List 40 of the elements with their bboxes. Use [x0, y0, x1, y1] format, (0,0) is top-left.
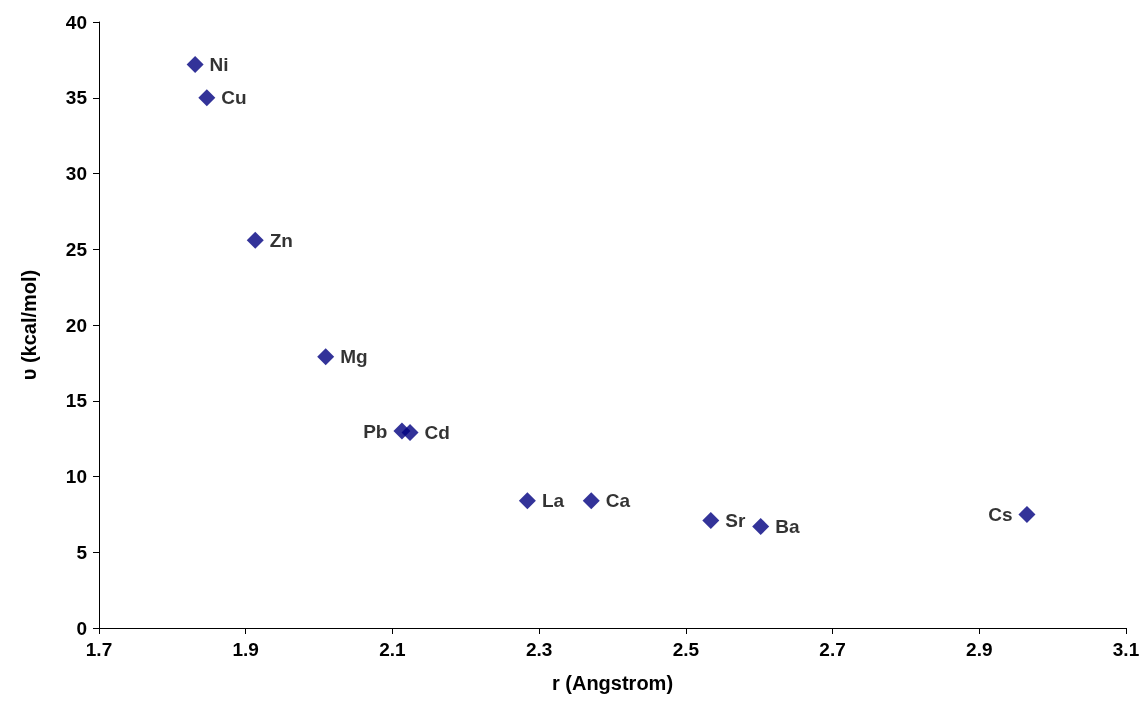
point — [582, 492, 600, 510]
y-tick-label: 15 — [65, 390, 88, 412]
y-tick-label: 35 — [65, 87, 88, 109]
point — [186, 55, 204, 73]
point — [518, 492, 536, 510]
data-label: Pb — [363, 420, 388, 442]
y-tick-label: 30 — [65, 163, 87, 184]
y-tick-label: 20 — [65, 314, 87, 336]
y-tick-label: 5 — [76, 541, 88, 563]
y-tick-label: 10 — [65, 466, 87, 487]
x-axis-title: r (Angstrom) — [551, 672, 674, 694]
data-label: Cs — [988, 503, 1013, 525]
x-tick-label: 2.5 — [672, 639, 700, 660]
x-tick-label: 1.9 — [232, 639, 259, 660]
point — [1018, 505, 1036, 523]
x-tick-label: 2.7 — [819, 639, 846, 660]
data-label: Cu — [221, 87, 247, 109]
point — [752, 517, 770, 535]
y-tick-label: 40 — [65, 11, 87, 33]
data-label: Ba — [775, 515, 800, 537]
x-tick-label: 2.1 — [379, 639, 407, 660]
y-tick-label: 0 — [76, 617, 87, 639]
point — [317, 348, 335, 366]
y-axis-title: υ (kcal/mol) — [18, 269, 40, 381]
x-tick-label: 2.9 — [966, 639, 993, 660]
point — [702, 511, 720, 529]
x-tick-label: 2.3 — [525, 639, 553, 660]
point — [401, 424, 419, 442]
point — [246, 231, 264, 249]
data-label: La — [541, 490, 565, 512]
data-label: Mg — [340, 346, 368, 368]
data-label: Cd — [424, 422, 450, 444]
x-tick-label: 1.7 — [85, 639, 113, 660]
y-tick-label: 25 — [65, 238, 88, 260]
data-label: Sr — [725, 509, 746, 531]
data-label: Zn — [269, 229, 293, 251]
data-label: Ni — [209, 53, 229, 75]
x-tick-label: 3.1 — [1112, 639, 1140, 660]
point — [198, 89, 216, 107]
data-label: Ca — [605, 490, 631, 512]
